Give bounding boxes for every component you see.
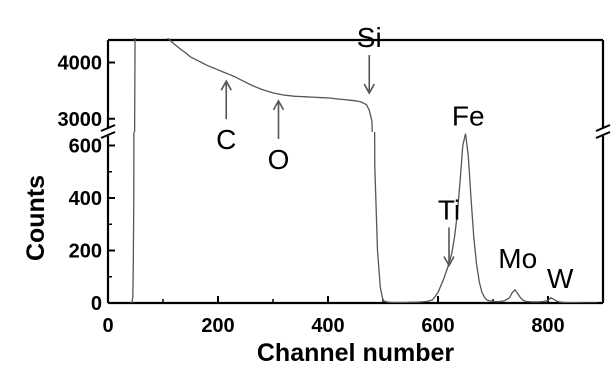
annotation-c: C <box>216 81 236 155</box>
annotation-label: Si <box>357 22 382 53</box>
x-tick-label: 600 <box>421 315 454 337</box>
annotation-label: W <box>547 263 574 294</box>
y-tick-label-upper: 3000 <box>58 109 103 131</box>
annotation-label: Ti <box>438 195 460 226</box>
x-axis-title: Channel number <box>257 339 455 365</box>
annotation-si: Si <box>357 22 382 93</box>
y-tick-label-lower: 200 <box>69 241 102 263</box>
x-tick-label: 200 <box>201 315 234 337</box>
x-tick-label: 800 <box>531 315 564 337</box>
y-tick-label-lower: 600 <box>69 136 102 158</box>
y-axis-title: Counts <box>22 175 50 261</box>
axis-break-left <box>101 125 115 138</box>
annotation-o: O <box>268 101 290 175</box>
annotation-ti: Ti <box>438 195 460 266</box>
y-tick-label-upper: 4000 <box>58 53 103 75</box>
annotation-label: Fe <box>452 101 485 132</box>
annotation-label: Mo <box>498 243 537 274</box>
annotation-label: O <box>268 144 290 175</box>
annotation-w: W <box>547 263 574 294</box>
x-tick-label: 400 <box>311 315 344 337</box>
x-tick-label: 0 <box>102 315 113 337</box>
annotation-fe: Fe <box>452 101 485 132</box>
y-tick-label-lower: 0 <box>91 293 102 315</box>
annotation-mo: Mo <box>498 243 537 274</box>
annotation-label: C <box>216 124 236 155</box>
y-tick-label-lower: 400 <box>69 188 102 210</box>
axis-break-right <box>596 125 610 138</box>
